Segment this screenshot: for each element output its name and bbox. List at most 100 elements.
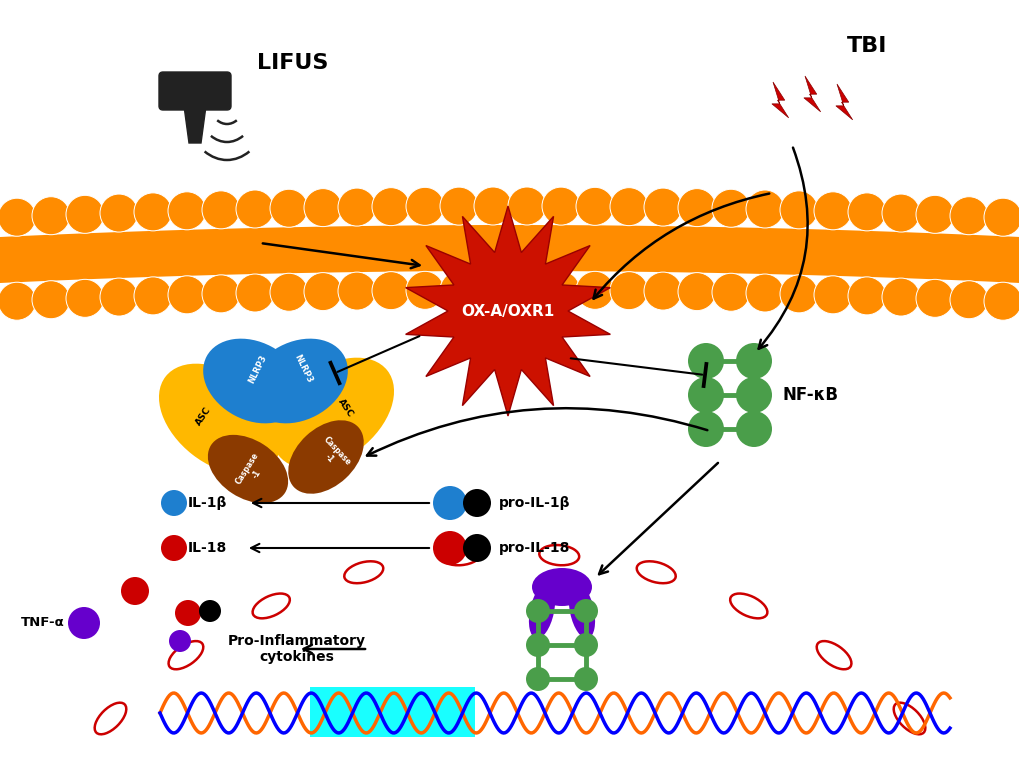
Circle shape [372, 188, 410, 226]
Text: IL-1β: IL-1β [187, 496, 227, 510]
Circle shape [270, 189, 308, 227]
Text: TNF-α: TNF-α [21, 617, 65, 629]
Circle shape [711, 273, 749, 311]
Circle shape [235, 190, 274, 228]
Circle shape [609, 272, 647, 310]
Ellipse shape [532, 568, 591, 606]
Ellipse shape [569, 584, 594, 639]
Circle shape [526, 667, 549, 691]
Circle shape [736, 343, 771, 379]
Circle shape [66, 195, 104, 233]
Circle shape [915, 195, 953, 233]
Circle shape [133, 277, 172, 315]
Circle shape [983, 198, 1019, 237]
Ellipse shape [344, 562, 383, 583]
Circle shape [406, 272, 443, 309]
Circle shape [161, 490, 186, 516]
Circle shape [983, 282, 1019, 320]
Circle shape [915, 279, 953, 317]
Circle shape [168, 192, 206, 230]
Circle shape [372, 272, 410, 310]
Circle shape [736, 377, 771, 413]
Circle shape [199, 600, 221, 622]
Circle shape [574, 599, 597, 623]
Circle shape [270, 273, 308, 311]
Text: pro-IL-18: pro-IL-18 [498, 541, 570, 555]
Ellipse shape [159, 364, 281, 475]
Polygon shape [835, 84, 852, 120]
Circle shape [463, 534, 490, 562]
Circle shape [100, 194, 138, 232]
Bar [310, 687, 475, 737]
Circle shape [576, 272, 613, 309]
Circle shape [439, 187, 478, 225]
Circle shape [100, 278, 138, 316]
Circle shape [337, 272, 376, 310]
Circle shape [66, 279, 104, 317]
Circle shape [780, 275, 817, 313]
Text: LIFUS: LIFUS [257, 53, 328, 73]
Circle shape [745, 190, 784, 228]
Circle shape [0, 282, 36, 320]
Ellipse shape [203, 339, 303, 423]
Circle shape [121, 577, 149, 605]
Circle shape [574, 667, 597, 691]
Circle shape [780, 191, 817, 229]
Text: NLRP3: NLRP3 [247, 353, 268, 385]
Circle shape [507, 271, 545, 309]
Circle shape [847, 277, 886, 315]
Ellipse shape [288, 420, 364, 494]
Circle shape [688, 377, 723, 413]
Circle shape [688, 411, 723, 447]
Polygon shape [183, 106, 206, 143]
Circle shape [202, 275, 239, 313]
Circle shape [0, 198, 36, 237]
Circle shape [745, 274, 784, 312]
Circle shape [235, 274, 274, 312]
Circle shape [304, 188, 341, 227]
Circle shape [474, 271, 512, 309]
Polygon shape [803, 76, 820, 112]
Circle shape [881, 194, 919, 232]
Circle shape [847, 193, 886, 231]
Circle shape [474, 187, 512, 225]
Ellipse shape [539, 545, 579, 565]
Circle shape [574, 633, 597, 657]
Ellipse shape [636, 562, 675, 583]
Circle shape [678, 188, 715, 227]
Circle shape [161, 535, 186, 561]
Text: ASC: ASC [336, 397, 355, 419]
Circle shape [433, 531, 467, 565]
Ellipse shape [529, 584, 554, 639]
Ellipse shape [248, 339, 347, 423]
Circle shape [526, 633, 549, 657]
Ellipse shape [730, 594, 766, 618]
FancyBboxPatch shape [159, 72, 230, 110]
Circle shape [133, 193, 172, 231]
Circle shape [881, 278, 919, 316]
Circle shape [678, 272, 715, 311]
Circle shape [711, 189, 749, 227]
Circle shape [168, 275, 206, 314]
Circle shape [68, 607, 100, 639]
Circle shape [949, 197, 987, 235]
Text: ASC: ASC [195, 405, 213, 427]
Ellipse shape [440, 545, 480, 565]
Circle shape [169, 630, 191, 652]
Circle shape [32, 197, 70, 235]
Text: IL-18: IL-18 [187, 541, 227, 555]
Circle shape [609, 188, 647, 226]
Circle shape [433, 486, 467, 520]
Text: Pro-Inflammatory
cytokines: Pro-Inflammatory cytokines [228, 634, 366, 664]
Polygon shape [406, 206, 609, 416]
Circle shape [576, 188, 613, 225]
Ellipse shape [893, 703, 924, 734]
Ellipse shape [253, 594, 289, 618]
Circle shape [463, 489, 490, 517]
Text: Caspase
-1: Caspase -1 [314, 435, 352, 475]
Ellipse shape [816, 641, 851, 669]
Circle shape [175, 600, 201, 626]
Ellipse shape [208, 435, 287, 503]
Text: NLRP3: NLRP3 [292, 353, 314, 385]
Text: TBI: TBI [846, 36, 887, 56]
